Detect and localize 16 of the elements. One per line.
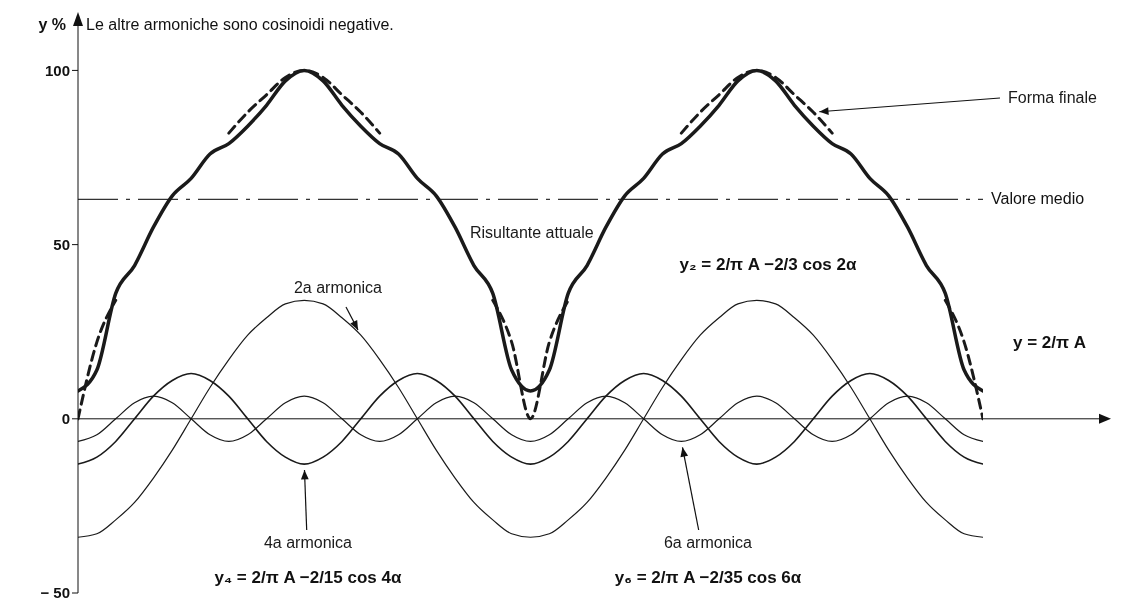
series-label: 2a armonica [293, 279, 383, 296]
y-tick-label: 100 [44, 61, 70, 79]
y-axis-title: y % [38, 16, 66, 33]
text: Le altre armoniche sono cosinoidi negative. [86, 16, 394, 33]
y-tick-label: 50 [53, 235, 70, 253]
ref-line-label: Valore medio [991, 190, 1085, 208]
text: 6a armonica [663, 534, 753, 551]
annotation: y₂ = 2/π A −2/3 cos 2α [679, 255, 857, 274]
annotation: y₆ = 2/π A −2/35 cos 6α [614, 568, 802, 587]
series-label: Risultante attuale [470, 224, 594, 241]
text: Forma finale [1008, 89, 1098, 106]
y-tick-label: − 50 [40, 584, 70, 602]
annotation: y₄ = 2/π A −2/15 cos 4α [214, 568, 402, 587]
y-tick-label: 0 [61, 410, 70, 428]
text: y = 2/π A [1013, 333, 1087, 352]
text: 4a armonica [263, 534, 353, 551]
